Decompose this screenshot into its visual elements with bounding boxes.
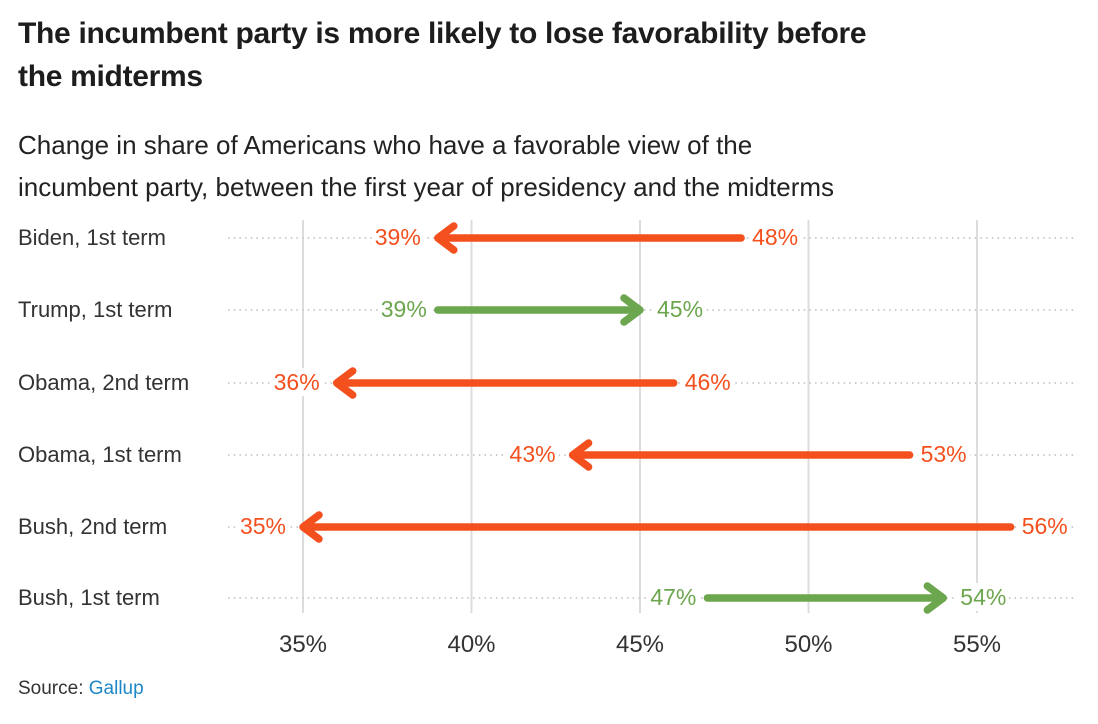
row-label: Obama, 2nd term xyxy=(18,370,190,395)
source-line: Source: Gallup xyxy=(18,678,144,700)
end-value-label: 43% xyxy=(506,440,559,468)
x-axis-tick-label: 35% xyxy=(278,631,328,658)
arrow-head xyxy=(299,511,323,543)
arrow-head xyxy=(620,294,644,326)
arrow-head xyxy=(332,367,357,399)
end-value-label: 45% xyxy=(654,295,707,323)
x-axis-tick-label: 40% xyxy=(447,631,496,658)
subtitle-line-1: Change in share of Americans who have a … xyxy=(18,130,753,160)
chart-canvas xyxy=(228,220,1076,614)
end-value-label: 36% xyxy=(270,368,323,396)
end-value-label: 54% xyxy=(957,583,1010,611)
row-label: Bush, 2nd term xyxy=(18,514,168,539)
row-label: Trump, 1st term xyxy=(18,297,173,322)
chart-subtitle: Change in share of Americans who have a … xyxy=(18,124,1078,208)
title-line-2: the midterms xyxy=(18,60,203,93)
start-value-label: 56% xyxy=(1018,512,1071,540)
row-label: Bush, 1st term xyxy=(18,585,160,610)
start-value-label: 47% xyxy=(647,583,700,611)
chart-title: The incumbent party is more likely to lo… xyxy=(0,0,1098,98)
start-value-label: 46% xyxy=(681,368,734,396)
start-value-label: 39% xyxy=(377,295,430,323)
source-link[interactable]: Gallup xyxy=(88,678,144,699)
row-label: Obama, 1st term xyxy=(18,442,182,467)
title-line-1: The incumbent party is more likely to lo… xyxy=(18,17,867,50)
arrow-head xyxy=(434,222,458,254)
x-axis-tick-label: 45% xyxy=(615,631,665,658)
row-label: Biden, 1st term xyxy=(18,225,166,250)
end-value-label: 35% xyxy=(236,512,289,540)
subtitle-line-2: incumbent party, between the first year … xyxy=(18,172,835,202)
start-value-label: 48% xyxy=(749,223,802,251)
x-axis-tick-label: 55% xyxy=(952,631,1002,658)
x-axis-tick-label: 50% xyxy=(784,631,833,658)
end-value-label: 39% xyxy=(371,223,424,251)
arrow-chart: Biden, 1st term 48% 39% Trump, 1st term 39% 4… xyxy=(0,200,1098,665)
arrow-head xyxy=(568,439,593,471)
source-label: Source: xyxy=(18,678,89,699)
arrow-head xyxy=(923,582,948,614)
start-value-label: 53% xyxy=(917,440,970,468)
